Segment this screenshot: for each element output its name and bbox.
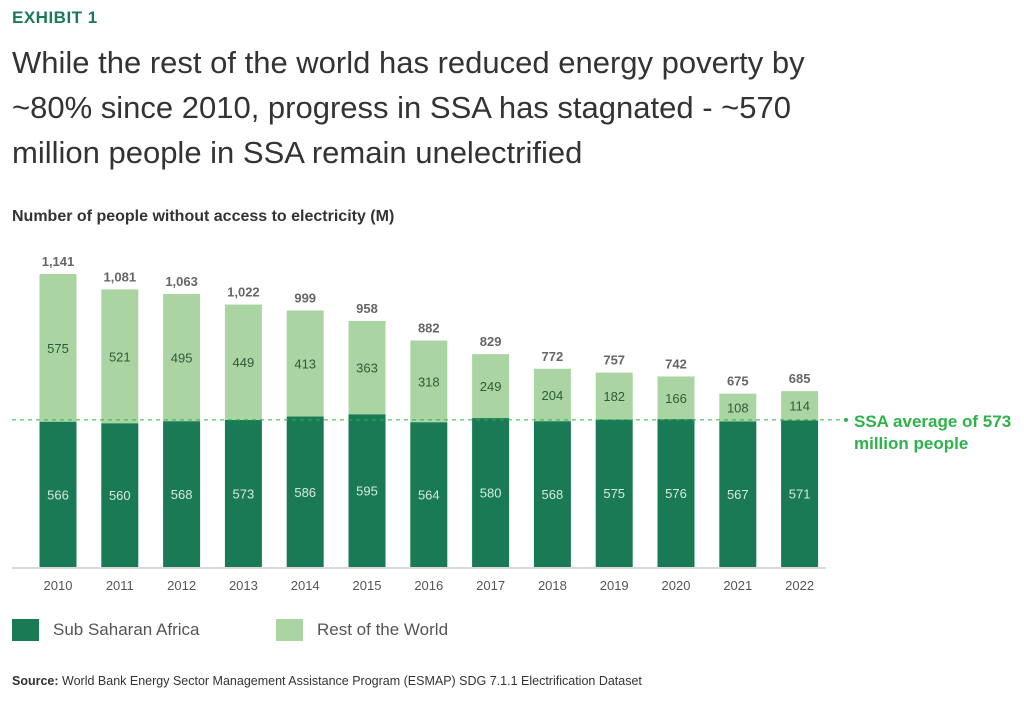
label-ssa-2018: 568 — [542, 487, 564, 502]
label-total-2016: 882 — [418, 321, 440, 336]
label-ssa-2019: 575 — [603, 486, 625, 501]
label-total-2022: 685 — [789, 371, 811, 386]
x-tick-2020: 2020 — [662, 578, 691, 593]
label-ssa-2013: 573 — [233, 486, 255, 501]
bar-row-2011 — [101, 289, 139, 424]
label-ssa-2016: 564 — [418, 488, 440, 503]
label-row-2019: 182 — [603, 389, 625, 404]
label-row-2018: 204 — [542, 388, 564, 403]
label-total-2014: 999 — [294, 290, 316, 305]
label-ssa-2010: 566 — [47, 487, 69, 502]
bar-ssa-2011 — [101, 423, 139, 567]
bar-row-2022 — [781, 391, 819, 421]
x-tick-2011: 2011 — [106, 578, 134, 593]
legend-label-row: Rest of the World — [317, 620, 449, 639]
label-total-2015: 958 — [356, 301, 378, 316]
page-title: While the rest of the world has reduced … — [12, 45, 805, 170]
x-tick-2015: 2015 — [353, 578, 382, 593]
bar-row-2014 — [286, 310, 324, 417]
x-tick-2010: 2010 — [44, 578, 73, 593]
bar-row-2018 — [533, 368, 571, 422]
label-total-2012: 1,063 — [165, 274, 198, 289]
label-total-2021: 675 — [727, 374, 749, 389]
source-text: World Bank Energy Sector Management Assi… — [62, 674, 642, 688]
label-row-2016: 318 — [418, 374, 440, 389]
label-total-2010: 1,141 — [42, 254, 75, 269]
label-row-2022: 114 — [789, 399, 810, 414]
label-ssa-2011: 560 — [109, 488, 131, 503]
bar-row-2015 — [348, 320, 386, 415]
average-annotation: SSA average of 573 million people — [854, 412, 1012, 453]
x-tick-2018: 2018 — [538, 578, 567, 593]
legend-swatch-ssa — [12, 619, 39, 641]
label-ssa-2022: 571 — [789, 487, 811, 502]
x-tick-2021: 2021 — [723, 578, 752, 593]
bar-ssa-2017 — [472, 418, 510, 567]
x-tick-2014: 2014 — [291, 578, 320, 593]
label-row-2010: 575 — [47, 341, 69, 356]
label-total-2019: 757 — [603, 353, 625, 368]
label-total-2017: 829 — [480, 334, 502, 349]
source-note: Source: World Bank Energy Sector Managem… — [12, 674, 642, 688]
legend-label-ssa: Sub Saharan Africa — [53, 620, 200, 639]
x-tick-2022: 2022 — [785, 578, 814, 593]
x-tick-2013: 2013 — [229, 578, 258, 593]
bar-ssa-2016 — [410, 422, 448, 567]
legend-item-ssa: Sub Saharan Africa — [12, 619, 199, 641]
label-ssa-2012: 568 — [171, 487, 193, 502]
bar-row-2010 — [39, 274, 77, 422]
bar-ssa-2013 — [224, 419, 262, 567]
bar-ssa-2014 — [286, 416, 324, 567]
x-tick-2016: 2016 — [414, 578, 443, 593]
label-ssa-2015: 595 — [356, 484, 378, 499]
label-row-2014: 413 — [294, 356, 316, 371]
source-label: Source: — [12, 674, 59, 688]
label-row-2015: 363 — [356, 361, 378, 376]
bar-row-2013 — [224, 304, 262, 420]
legend-swatch-row — [276, 619, 303, 641]
bar-row-2017 — [472, 354, 510, 419]
label-ssa-2020: 576 — [665, 486, 687, 501]
label-row-2011: 521 — [109, 349, 131, 364]
label-ssa-2014: 586 — [294, 485, 316, 500]
bar-row-2016 — [410, 340, 448, 423]
label-total-2018: 772 — [542, 349, 564, 364]
bar-ssa-2012 — [163, 421, 201, 567]
label-total-2020: 742 — [665, 356, 687, 371]
label-ssa-2021: 567 — [727, 487, 749, 502]
x-tick-2019: 2019 — [600, 578, 629, 593]
bar-row-2021 — [719, 393, 757, 422]
label-total-2011: 1,081 — [104, 269, 137, 284]
bar-ssa-2020 — [657, 419, 695, 567]
bar-row-2020 — [657, 376, 695, 420]
bar-ssa-2021 — [719, 421, 757, 567]
bar-ssa-2018 — [533, 421, 571, 567]
bar-ssa-2022 — [781, 420, 819, 567]
label-ssa-2017: 580 — [480, 486, 502, 501]
label-row-2020: 166 — [665, 391, 687, 406]
bar-row-2012 — [163, 294, 201, 422]
bar-row-2019 — [595, 372, 633, 420]
legend-item-row: Rest of the World — [276, 619, 448, 641]
exhibit-label: EXHIBIT 1 — [12, 8, 98, 27]
average-line-dot — [844, 417, 848, 422]
bar-ssa-2010 — [39, 421, 77, 567]
label-row-2012: 495 — [171, 351, 193, 366]
label-row-2021: 108 — [727, 401, 749, 416]
chart-title: Number of people without access to elect… — [12, 208, 395, 225]
bar-ssa-2015 — [348, 414, 386, 567]
label-row-2017: 249 — [480, 379, 502, 394]
bar-ssa-2019 — [595, 419, 633, 567]
x-tick-2012: 2012 — [167, 578, 196, 593]
label-row-2013: 449 — [233, 355, 255, 370]
label-total-2013: 1,022 — [227, 285, 260, 300]
x-tick-2017: 2017 — [476, 578, 505, 593]
